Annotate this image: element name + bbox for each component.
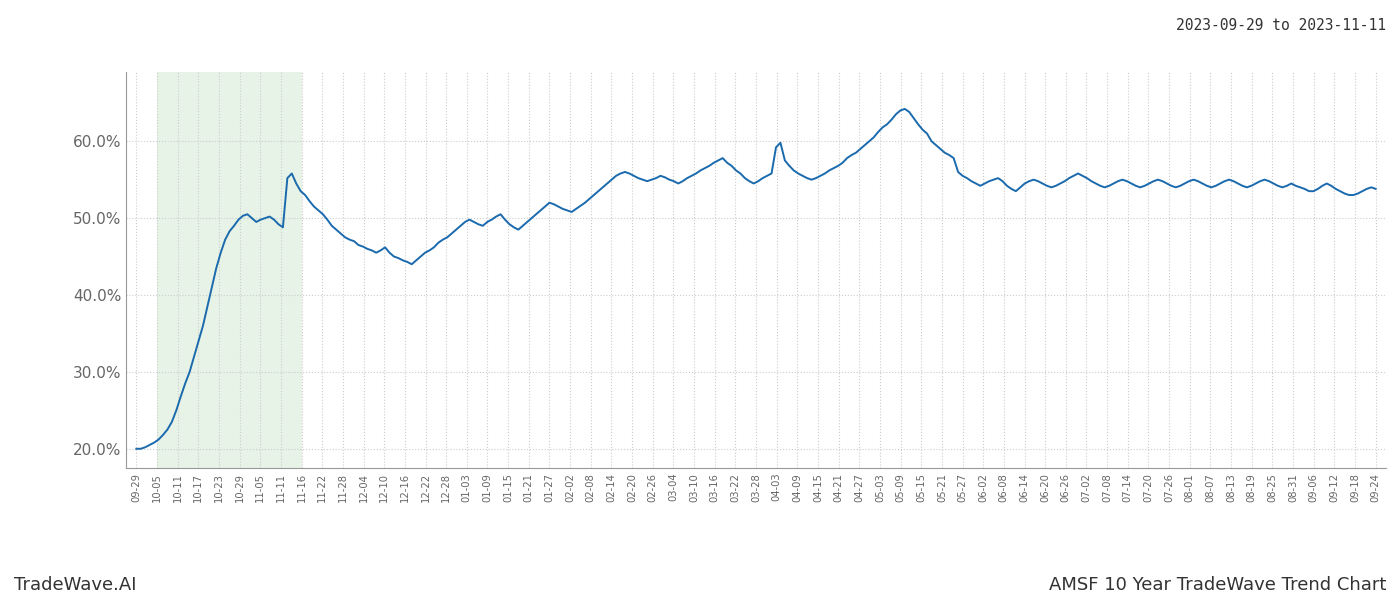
Bar bbox=[157, 72, 301, 468]
Text: AMSF 10 Year TradeWave Trend Chart: AMSF 10 Year TradeWave Trend Chart bbox=[1049, 576, 1386, 594]
Text: TradeWave.AI: TradeWave.AI bbox=[14, 576, 137, 594]
Text: 2023-09-29 to 2023-11-11: 2023-09-29 to 2023-11-11 bbox=[1176, 18, 1386, 33]
